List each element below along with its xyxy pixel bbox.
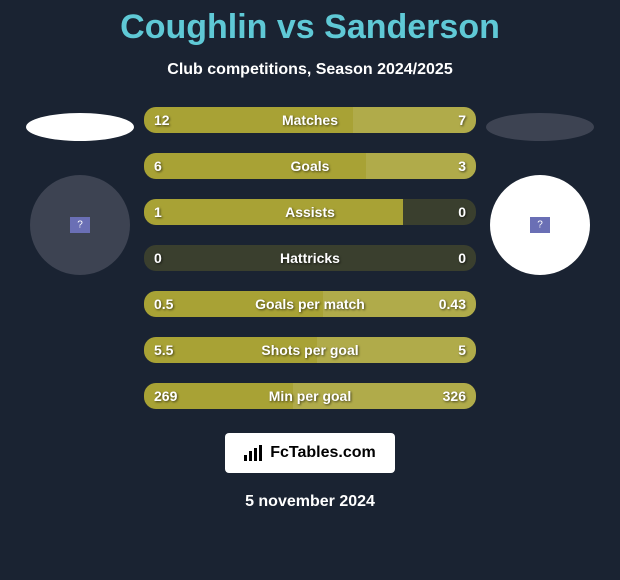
stat-value-right: 0 (458, 204, 466, 220)
stat-name: Matches (282, 112, 338, 128)
stat-name: Shots per goal (261, 342, 358, 358)
footer-logo[interactable]: FcTables.com (225, 433, 395, 473)
player-left-avatar (30, 175, 130, 275)
stat-fill-left (144, 153, 366, 179)
stat-value-right: 7 (458, 112, 466, 128)
page-title: Coughlin vs Sanderson (0, 8, 620, 47)
stats-column: 12 Matches 7 6 Goals 3 1 Assists 0 (140, 107, 480, 409)
stat-row-min-per-goal: 269 Min per goal 326 (144, 383, 476, 409)
left-player-col (20, 107, 140, 275)
player-right-nameplate (486, 113, 594, 141)
stat-row-assists: 1 Assists 0 (144, 199, 476, 225)
placeholder-icon (530, 217, 550, 233)
main-row: 12 Matches 7 6 Goals 3 1 Assists 0 (0, 107, 620, 409)
player-right-avatar (490, 175, 590, 275)
stat-value-left: 269 (154, 388, 177, 404)
stat-value-left: 1 (154, 204, 162, 220)
stat-value-left: 5.5 (154, 342, 173, 358)
footer-date: 5 november 2024 (0, 493, 620, 511)
chart-icon (244, 445, 264, 461)
comparison-widget: Coughlin vs Sanderson Club competitions,… (0, 0, 620, 511)
stat-value-left: 6 (154, 158, 162, 174)
stat-value-right: 3 (458, 158, 466, 174)
stat-value-right: 0 (458, 250, 466, 266)
stat-value-right: 326 (443, 388, 466, 404)
stat-name: Goals per match (255, 296, 365, 312)
stat-value-left: 0.5 (154, 296, 173, 312)
stat-row-goals: 6 Goals 3 (144, 153, 476, 179)
stat-row-hattricks: 0 Hattricks 0 (144, 245, 476, 271)
stat-row-goals-per-match: 0.5 Goals per match 0.43 (144, 291, 476, 317)
stat-fill-left (144, 199, 403, 225)
stat-name: Assists (285, 204, 335, 220)
footer-logo-text: FcTables.com (270, 444, 376, 462)
placeholder-icon (70, 217, 90, 233)
stat-name: Hattricks (280, 250, 340, 266)
stat-value-right: 5 (458, 342, 466, 358)
stat-name: Goals (291, 158, 330, 174)
stat-row-shots-per-goal: 5.5 Shots per goal 5 (144, 337, 476, 363)
right-player-col (480, 107, 600, 275)
page-subtitle: Club competitions, Season 2024/2025 (0, 61, 620, 79)
stat-row-matches: 12 Matches 7 (144, 107, 476, 133)
stat-value-left: 0 (154, 250, 162, 266)
stat-value-right: 0.43 (439, 296, 466, 312)
player-left-nameplate (26, 113, 134, 141)
stat-value-left: 12 (154, 112, 170, 128)
stat-name: Min per goal (269, 388, 351, 404)
